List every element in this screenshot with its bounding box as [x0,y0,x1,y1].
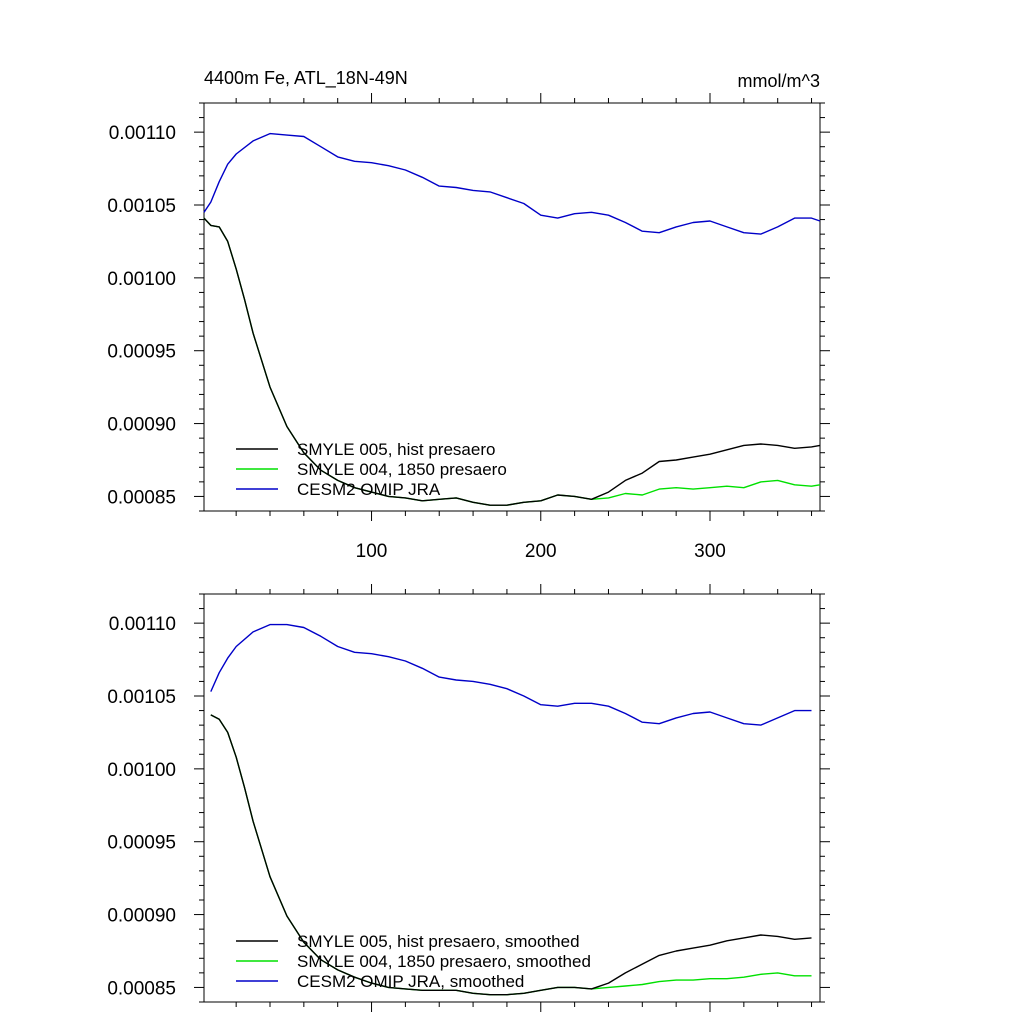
legend-label: SMYLE 005, hist presaero [297,440,495,459]
y-tick-label: 0.00105 [107,196,176,217]
right-title: mmol/m^3 [738,71,820,91]
y-tick-label: 0.00105 [107,687,176,708]
y-tick-label: 0.00095 [107,833,176,854]
x-tick-label: 200 [525,541,557,562]
x-tick-label: 100 [356,541,388,562]
legend-label: CESM2 OMIP JRA [297,480,441,499]
y-tick-label: 0.00090 [107,906,176,927]
series-line-0 [203,217,821,506]
y-tick-label: 0.00100 [107,269,176,290]
y-tick-label: 0.00110 [109,123,176,144]
y-tick-label: 0.00090 [107,415,176,436]
y-tick-label: 0.00085 [107,978,176,999]
bottom-panel: 0.00085 0.00090 0.00095 0.00100 0.00105 0.001… [107,584,830,1012]
x-tick-label: 300 [694,541,726,562]
series-line-0 [210,714,812,996]
y-tick-label: 0.00095 [107,342,176,363]
series-line-2 [203,132,821,235]
series-line-2 [210,623,812,726]
y-tick-label: 0.00110 [109,614,176,635]
top-panel: 4400m Fe, ATL_18N-49N mmol/m^3 0.00085 0.… [107,68,830,562]
y-tick-label: 0.00100 [107,760,176,781]
legend-label: CESM2 OMIP JRA, smoothed [297,972,524,991]
left-title: 4400m Fe, ATL_18N-49N [204,68,408,89]
legend-label: SMYLE 005, hist presaero, smoothed [297,932,580,951]
y-tick-label: 0.00085 [107,487,176,508]
legend-label: SMYLE 004, 1850 presaero, smoothed [297,952,591,971]
legend-label: SMYLE 004, 1850 presaero [297,460,507,479]
